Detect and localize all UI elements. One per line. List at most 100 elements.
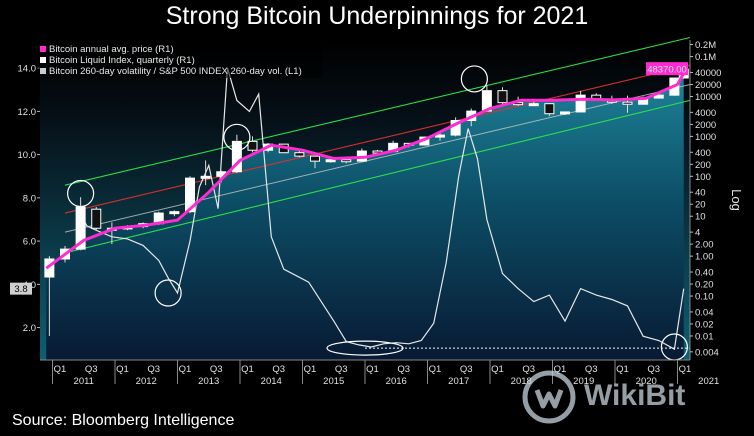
legend-label: Bitcoin Liquid Index, quarterly (R1) xyxy=(49,55,195,66)
source-note: Source: Bloomberg Intelligence xyxy=(12,412,235,429)
legend-swatch xyxy=(40,46,46,52)
x-quarter-label: Q3 xyxy=(460,364,473,375)
left-axis-label: 12.0 xyxy=(18,107,37,118)
right-axis-label: 2.00 xyxy=(695,240,714,251)
x-year-label: 2015 xyxy=(323,376,344,387)
right-axis-label: 0.2M xyxy=(695,40,716,51)
trend-channel-line xyxy=(64,64,691,214)
trend-channel-line xyxy=(64,83,691,233)
candle-body xyxy=(200,175,211,179)
x-quarter-label: Q1 xyxy=(304,364,317,375)
x-quarter-label: Q3 xyxy=(272,364,285,375)
x-year-label: 2019 xyxy=(573,376,594,387)
right-axis-label: 0.01 xyxy=(695,331,714,342)
x-year-label: 2013 xyxy=(198,376,219,387)
x-quarter-label: Q1 xyxy=(366,364,379,375)
right-axis-label: 100 xyxy=(695,172,711,183)
x-quarter-label: Q3 xyxy=(397,364,410,375)
trend-channel-line xyxy=(64,99,691,254)
annotation-circle xyxy=(67,179,95,208)
right-axis-label: 400 xyxy=(695,148,711,159)
legend-label: Bitcoin annual avg. price (R1) xyxy=(49,44,174,55)
right-axis-label: 0.04 xyxy=(695,307,714,318)
watermark: WikiBit xyxy=(522,370,732,424)
x-quarter-label: Q1 xyxy=(54,364,67,375)
candle-body xyxy=(185,177,195,213)
price-area xyxy=(46,73,684,361)
right-last-value-label: 48370.00 xyxy=(647,65,687,76)
candle-body xyxy=(91,208,102,229)
legend-swatch xyxy=(40,57,46,63)
x-year-label: 2017 xyxy=(448,376,469,387)
annual-avg-layer xyxy=(45,72,686,270)
candle-body xyxy=(169,211,180,215)
x-year-label: 2014 xyxy=(261,376,282,387)
x-year-label: 2021 xyxy=(698,376,719,387)
right-axis-label: 200 xyxy=(695,160,711,171)
right-axis-label: 0.004 xyxy=(695,347,719,358)
x-quarter-label: Q3 xyxy=(522,364,535,375)
x-year-label: 2018 xyxy=(511,376,532,387)
legend-swatch xyxy=(40,68,46,74)
legend-background xyxy=(36,42,322,78)
left-last-value-box xyxy=(10,282,32,295)
x-quarter-label: Q1 xyxy=(179,364,192,375)
x-year-label: 2020 xyxy=(636,376,657,387)
candle-body xyxy=(435,134,445,138)
right-axis-label: 0.02 xyxy=(695,319,714,330)
x-year-label: 2016 xyxy=(386,376,407,387)
x-year-label: 2012 xyxy=(136,376,157,387)
right-axis-label: 40000 xyxy=(695,68,721,79)
chart-title: Strong Bitcoin Underpinnings for 2021 xyxy=(165,2,589,30)
right-axis-label: 10 xyxy=(695,212,706,223)
annotation-circle xyxy=(223,123,251,151)
x-quarter-label: Q1 xyxy=(679,364,692,375)
annotation-ellipse xyxy=(326,340,404,356)
x-year-label: 2011 xyxy=(74,376,94,387)
right-axis-label: 0.10 xyxy=(695,292,714,303)
right-axis-label: 0.40 xyxy=(695,268,714,279)
x-quarter-label: Q3 xyxy=(585,364,598,375)
trend-channel-line xyxy=(64,36,691,186)
x-quarter-label: Q1 xyxy=(616,364,629,375)
candle-body xyxy=(497,90,508,104)
right-last-value-box xyxy=(646,62,688,76)
watermark-text: WikiBit xyxy=(584,379,686,412)
right-axis-label: 2000 xyxy=(695,120,716,131)
left-axis-label: 8.0 xyxy=(23,193,36,204)
right-axis-label: 4000 xyxy=(695,108,716,119)
left-axis-label: 6.0 xyxy=(23,237,36,248)
candle-body xyxy=(560,111,570,115)
right-axis-label: 20000 xyxy=(695,80,721,91)
wikibit-logo-icon xyxy=(522,370,576,424)
right-axis-label: 40 xyxy=(695,188,706,199)
right-axis-label: 4 xyxy=(695,228,700,239)
candle-body xyxy=(294,152,305,157)
candle-body xyxy=(231,140,242,173)
left-axis-label: 10.0 xyxy=(18,150,37,161)
x-quarter-label: Q1 xyxy=(241,364,254,375)
x-quarter-label: Q1 xyxy=(116,364,129,375)
candle-body xyxy=(653,94,664,99)
candle-body xyxy=(310,155,320,162)
legend: Bitcoin annual avg. price (R1)Bitcoin Li… xyxy=(36,42,322,78)
candle-body xyxy=(544,103,555,115)
candle-body xyxy=(247,140,258,151)
legend-label: Bitcoin 260-day volatility / S&P 500 IND… xyxy=(49,66,302,77)
right-axis-label: 1.00 xyxy=(695,252,714,263)
x-quarter-label: Q3 xyxy=(210,364,223,375)
left-last-value-label: 3.8 xyxy=(14,284,27,295)
annual-avg-line xyxy=(45,72,686,270)
price-area-layer xyxy=(46,73,684,361)
x-quarter-label: Q1 xyxy=(491,364,504,375)
annotation-layer xyxy=(67,65,688,361)
candle-body xyxy=(325,159,336,163)
annotation-circle xyxy=(460,65,488,93)
candle-body xyxy=(341,159,352,163)
x-quarter-label: Q3 xyxy=(147,364,160,375)
right-axis-label: 1000 xyxy=(695,132,716,143)
x-quarter-label: Q1 xyxy=(429,364,442,375)
right-axis-label: 0.20 xyxy=(695,280,714,291)
right-axis-label: 20 xyxy=(695,200,706,211)
